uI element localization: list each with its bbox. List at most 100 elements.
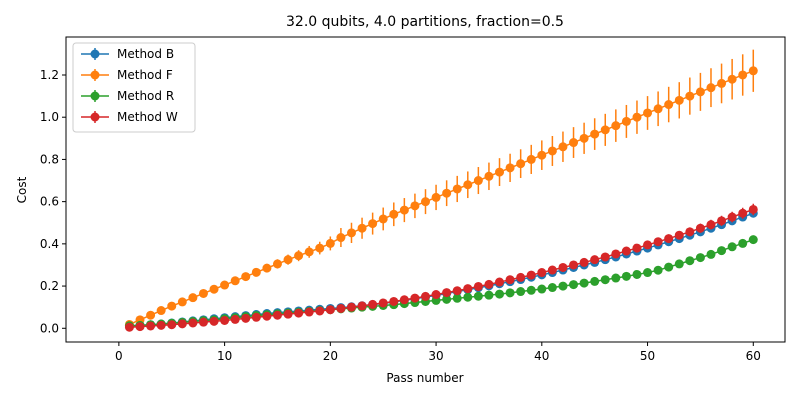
data-point	[442, 288, 452, 298]
data-point	[600, 252, 610, 262]
data-point	[167, 320, 177, 330]
data-point	[220, 315, 230, 325]
data-point	[188, 293, 198, 303]
x-tick-label: 10	[217, 349, 232, 363]
data-point	[579, 278, 589, 288]
y-tick-label: 1.2	[40, 68, 59, 82]
data-point	[537, 284, 547, 294]
data-point	[410, 293, 420, 303]
y-tick-label: 0.8	[40, 152, 59, 166]
legend: Method B Method F Method R Method W	[72, 42, 196, 133]
y-tick-label: 1.0	[40, 110, 59, 124]
data-point	[727, 74, 737, 84]
data-point	[272, 310, 282, 320]
data-point	[653, 237, 663, 247]
data-point	[357, 223, 367, 233]
data-point	[695, 253, 705, 263]
data-point	[346, 228, 356, 238]
data-point	[399, 205, 409, 215]
data-point	[495, 289, 505, 299]
data-point	[505, 275, 515, 285]
data-point	[590, 129, 600, 139]
data-point	[283, 255, 293, 265]
data-point	[378, 214, 388, 224]
x-axis-label: Pass number	[386, 371, 463, 385]
data-point	[431, 192, 441, 202]
data-point	[717, 78, 727, 88]
data-point	[452, 184, 462, 194]
data-point	[569, 260, 579, 270]
data-point	[124, 322, 134, 332]
data-point	[537, 268, 547, 278]
data-point	[209, 316, 219, 326]
data-point	[495, 277, 505, 287]
data-point	[431, 290, 441, 300]
legend-box	[72, 42, 196, 133]
data-point	[262, 311, 272, 321]
data-point	[389, 209, 399, 219]
data-point	[484, 171, 494, 181]
data-point	[421, 197, 430, 207]
data-point	[177, 297, 187, 307]
legend-entry-method-b: Method B	[81, 47, 174, 61]
data-point	[717, 216, 727, 226]
y-tick-label: 0.2	[40, 279, 59, 293]
legend-marker	[90, 70, 100, 80]
legend-marker	[90, 49, 100, 59]
data-point	[230, 276, 240, 286]
data-point	[167, 301, 177, 311]
data-point	[590, 255, 600, 265]
series-method-w	[124, 203, 758, 332]
data-point	[473, 176, 483, 186]
data-point	[600, 275, 610, 285]
data-point	[516, 272, 526, 282]
data-point	[664, 234, 674, 244]
data-point	[727, 242, 737, 252]
data-point	[643, 268, 653, 278]
data-point	[579, 133, 589, 143]
data-point	[495, 167, 505, 177]
data-point	[336, 303, 346, 313]
data-point	[272, 259, 282, 269]
x-tick-label: 20	[323, 349, 338, 363]
data-point	[706, 220, 716, 230]
data-point	[738, 70, 748, 80]
data-point	[526, 270, 536, 280]
data-point	[442, 188, 452, 198]
data-point	[241, 272, 251, 282]
data-point	[526, 154, 536, 164]
data-point	[664, 100, 674, 110]
legend-entry-method-f: Method F	[81, 68, 173, 82]
data-point	[547, 146, 557, 156]
data-point	[336, 233, 346, 243]
data-point	[484, 290, 494, 300]
y-tick-label: 0.6	[40, 195, 59, 209]
data-point	[442, 294, 452, 304]
data-point	[473, 281, 483, 291]
data-point	[643, 108, 653, 118]
data-point	[304, 307, 314, 317]
data-point	[621, 271, 631, 281]
data-point	[621, 116, 631, 126]
legend-label: Method F	[117, 68, 173, 82]
data-point	[611, 273, 621, 283]
data-point	[653, 265, 663, 275]
data-point	[198, 317, 208, 327]
x-tick-label: 30	[428, 349, 443, 363]
data-point	[294, 251, 304, 261]
data-point	[188, 318, 198, 328]
data-point	[643, 240, 653, 250]
data-point	[410, 201, 420, 211]
data-point	[547, 265, 557, 275]
legend-label: Method R	[117, 89, 174, 103]
x-tick-label: 50	[640, 349, 655, 363]
data-point	[569, 280, 579, 290]
data-point	[505, 163, 515, 173]
data-point	[315, 306, 325, 316]
data-point	[600, 125, 610, 135]
data-point	[346, 302, 356, 312]
data-point	[357, 301, 367, 311]
data-point	[368, 219, 378, 229]
x-tick-label: 60	[746, 349, 761, 363]
